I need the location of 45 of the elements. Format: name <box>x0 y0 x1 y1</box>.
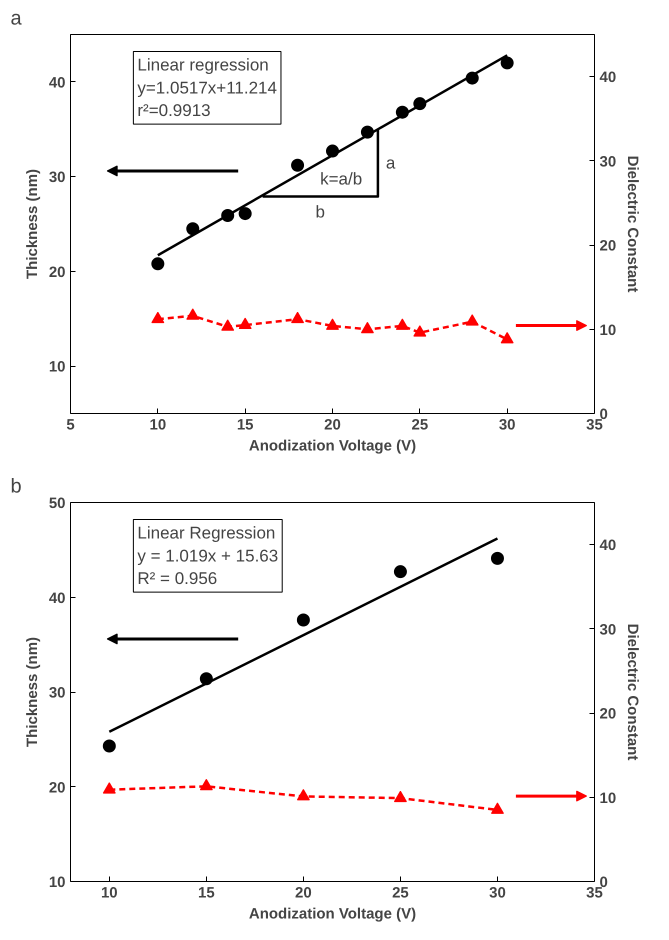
chart-title: a <box>10 8 22 30</box>
y2-axis-title: Dielectric Constant <box>624 156 642 292</box>
y2-tick-label: 20 <box>600 706 616 723</box>
y-tick-label: 40 <box>48 74 66 92</box>
y-axis-title: Thickness (nm) <box>24 168 41 280</box>
y-tick-label: 20 <box>48 779 66 796</box>
annotation: y = 1.019x + 15.63 <box>137 546 278 566</box>
x-tick-label: 25 <box>392 884 409 902</box>
y2-tick-label: 30 <box>600 621 616 638</box>
y2-tick-label: 40 <box>600 69 616 86</box>
annotation: y=1.0517x+11.214 <box>137 78 277 98</box>
annotation: b <box>316 202 326 222</box>
x-tick-label: 5 <box>66 416 75 434</box>
y-tick-label: 10 <box>48 358 66 376</box>
y2-tick-label: 40 <box>600 537 616 554</box>
x-tick-label: 15 <box>236 416 254 434</box>
annotation: a <box>386 153 396 172</box>
x-tick-label: 20 <box>324 416 341 434</box>
annotation: R² = 0.956 <box>137 569 218 588</box>
x-axis-title: Anodization Voltage (V) <box>248 438 416 454</box>
y-tick-label: 30 <box>48 684 66 702</box>
annotation: k=a/b <box>320 170 362 189</box>
x-tick-label: 20 <box>295 884 312 902</box>
annotation: Linear regression <box>137 56 269 75</box>
y-tick-label: 40 <box>48 590 66 607</box>
annotation: Linear Regression <box>137 524 276 543</box>
y2-tick-label: 10 <box>600 322 616 339</box>
y-axis-title: Thickness (nm) <box>24 636 41 748</box>
y-tick-label: 50 <box>48 495 66 512</box>
x-tick-label: 10 <box>149 416 166 434</box>
x-axis-title: Anodization Voltage (V) <box>248 906 416 922</box>
y2-tick-label: 10 <box>600 790 616 807</box>
y2-axis-title: Dielectric Constant <box>624 624 642 760</box>
chart-title: b <box>10 476 22 498</box>
y2-tick-label: 20 <box>600 238 616 255</box>
y2-tick-label: 30 <box>600 153 616 170</box>
y-tick-label: 30 <box>48 169 66 186</box>
x-tick-label: 25 <box>411 416 428 434</box>
y-tick-label: 10 <box>48 874 66 891</box>
x-tick-label: 30 <box>498 416 516 434</box>
x-tick-label: 30 <box>489 884 506 902</box>
x-tick-label: 15 <box>198 884 215 902</box>
x-tick-label: 10 <box>100 884 118 902</box>
y-tick-label: 20 <box>48 264 66 281</box>
annotation: r²=0.9913 <box>137 101 211 120</box>
